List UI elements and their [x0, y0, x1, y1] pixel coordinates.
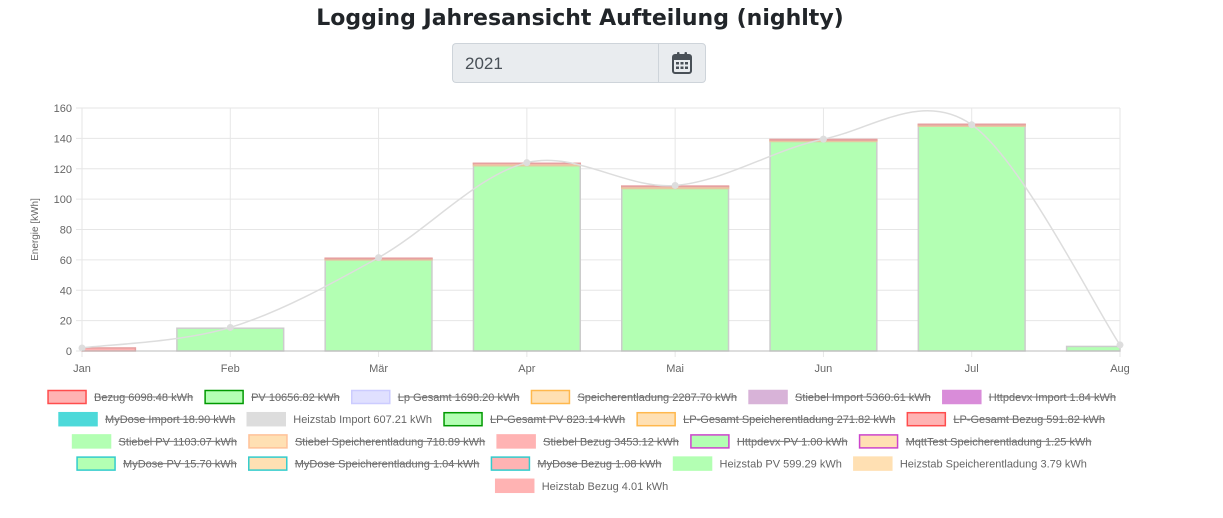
- y-tick-label: 100: [54, 194, 72, 206]
- legend-label: Stiebel Speicherentladung 718.89 kWh: [295, 436, 485, 448]
- y-tick-label: 160: [54, 103, 72, 115]
- y-axis-label: Energie [kWh]: [30, 198, 41, 261]
- legend-label: Heizstab PV 599.29 kWh: [720, 459, 842, 471]
- x-tick-label: Mai: [666, 363, 684, 375]
- calendar-button[interactable]: [658, 43, 706, 83]
- line-point: [968, 121, 976, 129]
- legend-swatch: [490, 456, 531, 471]
- legend-swatch: [58, 411, 98, 427]
- legend-label: LP-Gesamt Bezug 591.82 kWh: [953, 414, 1105, 426]
- legend-swatch: [636, 411, 676, 427]
- page-title: Logging Jahresansicht Aufteilung (nighlt…: [316, 6, 844, 31]
- x-tick-label: Jan: [73, 363, 91, 375]
- legend-swatch: [853, 456, 893, 471]
- legend-swatch: [672, 456, 713, 471]
- legend-label: Stiebel Bezug 3453.12 kWh: [543, 436, 679, 448]
- legend-swatch: [246, 411, 287, 427]
- x-tick-label: Feb: [221, 363, 240, 375]
- legend-swatch: [530, 389, 571, 405]
- x-tick-label: Jul: [965, 363, 979, 375]
- legend-label: MyDose Bezug 1.08 kWh: [537, 459, 661, 471]
- legend-label: Speicherentladung 2287.70 kWh: [577, 392, 737, 404]
- y-tick-label: 20: [60, 316, 72, 328]
- y-tick-label: 140: [54, 133, 72, 145]
- y-tick-label: 80: [60, 225, 72, 237]
- line-point: [819, 135, 827, 143]
- year-input[interactable]: 2021: [452, 43, 658, 83]
- bar: [1065, 345, 1121, 352]
- y-tick-label: 0: [66, 346, 72, 358]
- legend-label: Stiebel Import 5360.61 kWh: [795, 392, 931, 404]
- bar: [917, 125, 1026, 352]
- legend-swatch: [47, 389, 87, 405]
- year-picker[interactable]: 2021: [452, 43, 706, 83]
- bar: [324, 259, 433, 352]
- legend-label: Heizstab Bezug 4.01 kWh: [542, 481, 669, 493]
- legend-swatch: [248, 456, 288, 471]
- legend-label: LP-Gesamt Speicherentladung 271.82 kWh: [683, 414, 895, 426]
- y-tick-label: 60: [60, 255, 72, 267]
- legend-swatch: [494, 478, 535, 494]
- bar: [769, 140, 878, 352]
- x-tick-label: Mär: [369, 363, 388, 375]
- legend-label: LP-Gesamt PV 823.14 kWh: [490, 414, 625, 426]
- legend-label: MqttTest Speicherentladung 1.25 kWh: [906, 436, 1092, 448]
- legend-swatch: [942, 389, 982, 405]
- energy-chart: 0 20 40 60 80 100 120 140 160 Jan Feb Mär Apr Mai Jun J…: [30, 103, 1130, 494]
- legend-swatch: [248, 434, 288, 449]
- legend-label: PV 10656.82 kWh: [251, 392, 340, 404]
- legend-swatch: [443, 411, 483, 427]
- legend-swatch: [906, 411, 947, 427]
- line-point: [226, 323, 234, 331]
- line-point: [78, 344, 86, 352]
- bar: [176, 327, 285, 352]
- line-point: [671, 181, 679, 189]
- legend-swatch: [858, 434, 899, 449]
- legend-swatch: [690, 434, 730, 449]
- y-tick-label: 120: [54, 164, 72, 176]
- bar: [621, 187, 730, 352]
- legend-swatch: [71, 434, 112, 449]
- line-point: [375, 254, 383, 262]
- legend-label: Httpdevx Import 1.84 kWh: [989, 392, 1116, 404]
- bar: [472, 164, 581, 352]
- x-tick-label: Aug: [1110, 363, 1130, 375]
- y-tick-label: 40: [60, 285, 72, 297]
- legend-swatch: [748, 389, 788, 405]
- calendar-icon: [672, 52, 692, 74]
- legend-label: MyDose Import 18.90 kWh: [105, 414, 235, 426]
- line-point: [523, 159, 531, 167]
- legend-label: Bezug 6098.48 kWh: [94, 392, 193, 404]
- legend-swatch: [351, 389, 391, 405]
- legend-label: Stiebel PV 1103.07 kWh: [119, 436, 237, 448]
- legend-label: Heizstab Speicherentladung 3.79 kWh: [900, 459, 1087, 471]
- legend-swatch: [496, 434, 536, 449]
- line-point: [1116, 341, 1124, 349]
- legend-swatch: [76, 456, 116, 471]
- legend-label: MyDose Speicherentladung 1.04 kWh: [295, 459, 480, 471]
- legend-swatch: [204, 389, 244, 405]
- legend-label: Heizstab Import 607.21 kWh: [293, 414, 432, 426]
- legend-label: MyDose PV 15.70 kWh: [123, 459, 237, 471]
- legend-label: Lp Gesamt 1698.20 kWh: [398, 392, 520, 404]
- legend-label: Httpdevx PV 1.00 kWh: [737, 436, 848, 448]
- x-tick-label: Apr: [518, 363, 535, 375]
- x-tick-label: Jun: [815, 363, 833, 375]
